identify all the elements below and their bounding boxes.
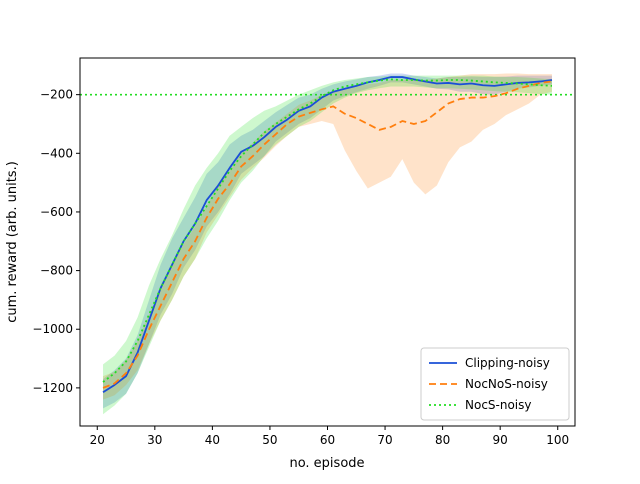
x-axis-label: no. episode [289,456,364,471]
legend-box [420,347,570,421]
x-tick-label: 60 [320,433,335,447]
y-tick-label: −600 [40,205,73,219]
band-3 [103,75,552,415]
x-axis-ticks: 20 30 40 50 60 70 80 90 100 [90,426,569,447]
legend-label-2: NocNoS-noisy [465,377,548,391]
legend-label-1: Clipping-noisy [465,356,550,370]
y-axis-ticks: −1200 −1000 −800 −600 −400 −200 [32,88,80,395]
band-1 [103,73,552,409]
y-tick-label: −200 [40,88,73,102]
x-tick-label: 100 [546,433,569,447]
series-line-3 [102,78,553,383]
x-tick-label: 30 [147,433,162,447]
y-tick-label: −800 [40,264,73,278]
x-tick-label: 20 [90,433,105,447]
y-tick-label: −1000 [32,322,73,336]
legend: Clipping-noisy NocNoS-noisy NocS-noisy [420,347,570,421]
x-tick-label: 80 [435,433,450,447]
y-axis-label: cum. reward (arb. units.) [5,161,20,323]
x-tick-label: 90 [493,433,508,447]
x-tick-label: 70 [377,433,392,447]
y-tick-label: −400 [40,146,73,160]
confidence-bands [103,73,552,415]
y-tick-label: −1200 [32,381,73,395]
x-tick-label: 50 [262,433,277,447]
x-tick-label: 40 [205,433,220,447]
series-lines [102,76,553,394]
legend-label-3: NocS-noisy [465,398,532,412]
band-2 [103,73,552,400]
